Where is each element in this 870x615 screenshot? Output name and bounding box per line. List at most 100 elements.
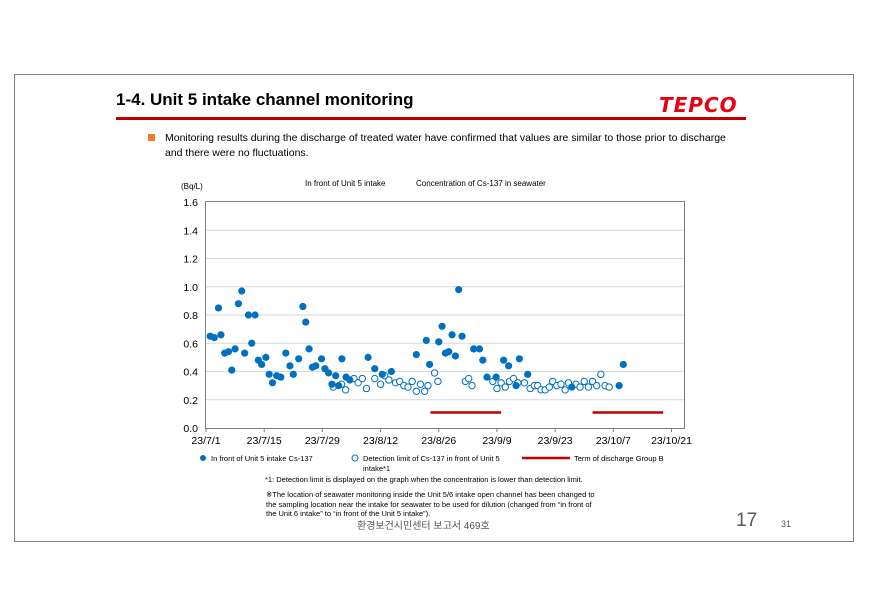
cs137-data-point (217, 331, 225, 339)
cs137-data-point (268, 379, 277, 387)
y-tick-label: 0.8 (183, 310, 198, 322)
legend-limit-label-2: intake*1 (363, 464, 390, 473)
chart-title-left: In front of Unit 5 intake (305, 179, 386, 188)
cs137-data-point (346, 376, 354, 384)
cs137-data-point (387, 367, 395, 376)
cs137-data-point (265, 370, 273, 378)
title-underline (116, 117, 746, 120)
footnote-detection-limit: *1: Detection limit is displayed on the … (265, 475, 583, 484)
cs137-data-point (231, 345, 239, 353)
x-tick-label: 23/9/9 (482, 435, 511, 447)
y-tick-label: 1.6 (183, 197, 198, 209)
detection-limit-point (557, 380, 565, 388)
cs137-data-point (248, 339, 256, 347)
cs137-data-point (302, 318, 310, 326)
detection-limit-point (420, 387, 429, 395)
legend-limit-label: Detection limit of Cs-137 in front of Un… (363, 454, 500, 463)
cs137-data-point (328, 380, 336, 388)
cs137-data-point (325, 369, 333, 377)
cs137-data-point (299, 302, 307, 311)
detection-limit-point (376, 380, 385, 388)
cs137-data-point (282, 349, 290, 357)
cs137-data-point (332, 372, 340, 380)
cs137-data-point (228, 366, 236, 374)
detection-limit-point (358, 374, 366, 383)
detection-limit-point (561, 386, 569, 394)
x-tick-label: 23/8/12 (363, 435, 398, 447)
cs137-data-point (371, 365, 379, 373)
bullet-text: Monitoring results during the discharge … (165, 132, 726, 159)
page-number-small: 31 (781, 519, 792, 529)
cs137-data-point (234, 300, 243, 308)
cs137-data-point (512, 382, 520, 390)
detection-limit-point (412, 387, 421, 395)
detection-limit-point (416, 380, 425, 388)
cs137-data-point (295, 355, 303, 363)
cs137-data-point (615, 382, 623, 390)
detection-limit-point (576, 383, 584, 391)
cs137-data-point (422, 336, 430, 345)
cs137-data-point (426, 360, 434, 369)
cs137-data-point (364, 353, 372, 361)
cs137-data-point (258, 360, 266, 369)
cs137-data-point (378, 370, 386, 378)
cs137-data-point (210, 334, 218, 342)
cs137-data-point (435, 338, 443, 346)
cs137-data-point (500, 356, 508, 364)
cs137-data-point (238, 287, 246, 295)
y-tick-label: 0.2 (183, 395, 198, 407)
cs137-data-point (483, 373, 491, 381)
cs137-data-point (455, 285, 463, 294)
cs137-data-point (305, 345, 313, 353)
cs137-data-point (224, 348, 233, 356)
cs137-data-point (470, 345, 478, 353)
y-tick-label: 0.0 (183, 423, 198, 435)
y-tick-label: 0.6 (183, 338, 198, 350)
y-tick-label: 0.4 (183, 367, 198, 379)
detection-limit-point (545, 383, 554, 391)
detection-limit-point (424, 381, 432, 390)
cs137-data-point (504, 362, 513, 370)
cs137-data-point (251, 311, 259, 319)
legend-detected-label: In front of Unit 5 intake Cs-137 (211, 454, 313, 463)
x-tick-label: 23/7/1 (191, 435, 220, 447)
detection-limit-point (385, 376, 393, 384)
cs137-data-point (479, 356, 487, 364)
cs137-data-point (338, 355, 346, 363)
detection-limit-point (404, 383, 412, 391)
cs137-data-point (289, 370, 297, 378)
x-tick-label: 23/10/21 (651, 435, 692, 447)
cs137-data-point (312, 362, 320, 370)
detection-limit-point (584, 383, 593, 391)
legend-discharge-label: Term of discharge Group B (574, 454, 664, 463)
cs137-data-point (475, 345, 484, 353)
y-tick-label: 1.0 (183, 282, 198, 294)
x-tick-label: 23/8/26 (421, 435, 456, 447)
cs137-data-point (524, 370, 532, 378)
detection-limit-point (580, 377, 588, 386)
x-tick-label: 23/7/29 (305, 435, 340, 447)
cs137-data-point (458, 332, 466, 340)
cs137-data-point (438, 322, 446, 330)
detection-limit-point (434, 377, 442, 386)
footer-report-label: 환경보건시민센터 보고서 469호 (357, 521, 490, 532)
detection-limit-point (593, 381, 601, 390)
legend-detected-marker (200, 455, 206, 461)
detection-limit-point (597, 370, 605, 379)
detection-limit-point (362, 384, 371, 393)
cs137-data-point (445, 348, 453, 356)
cs137-data-point (317, 355, 326, 363)
detection-limit-point (493, 384, 501, 393)
x-tick-label: 23/10/7 (596, 435, 631, 447)
detection-limit-point (430, 369, 439, 377)
detection-limit-point (341, 386, 350, 394)
y-tick-label: 1.4 (183, 225, 198, 237)
cs137-data-point (286, 362, 294, 370)
cs137-data-point (214, 304, 223, 312)
cs137-data-point (515, 355, 524, 363)
page-title: 1-4. Unit 5 intake channel monitoring (116, 90, 414, 109)
footnote-location-change: ※The location of seawater monitoring ins… (266, 490, 595, 518)
tepco-logo: TEPCO (659, 93, 738, 117)
detection-limit-point (468, 381, 476, 390)
cs137-data-point (277, 373, 285, 381)
